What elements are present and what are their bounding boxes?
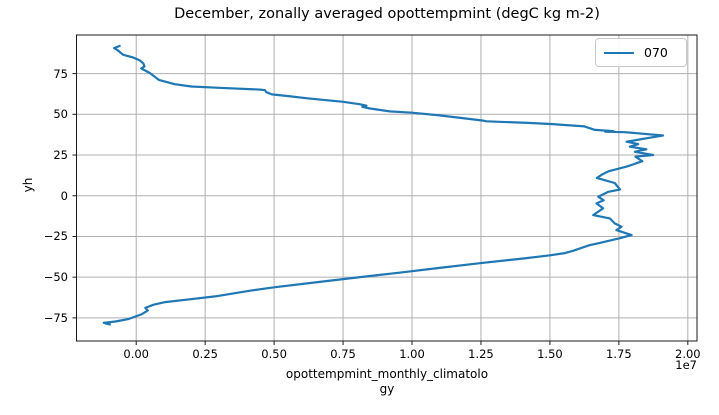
legend-line-sample-icon [604,51,634,54]
x-tick-label: 1.75 [606,347,632,361]
x-tick-label: 1.25 [468,347,494,361]
y-tick-label: 0 [60,188,68,203]
x-axis-label-line2: gy [379,382,395,396]
x-tick-label: 1.00 [399,347,425,361]
chart-title: December, zonally averaged opottempmint … [174,6,600,22]
data-line-070 [102,44,665,326]
y-tick-label: −75 [43,310,68,325]
x-axis-label: opottempmint_monthly_climatolo gy [77,367,697,397]
y-tick-label: 25 [53,148,68,163]
y-tick-label: 75 [53,66,68,81]
y-tick-label: −50 [43,270,68,285]
legend: 070 [595,38,687,67]
axes-spines [76,34,698,342]
x-tick-label: 2.00 [675,347,701,361]
y-tick-label: 50 [53,107,68,122]
legend-item-label: 070 [644,45,668,60]
x-tick-label: 0.75 [330,347,356,361]
x-tick-label: 1.50 [537,347,563,361]
y-tick-label: −25 [43,229,68,244]
x-tick-label: 0.50 [261,347,287,361]
x-axis-offset-text: 1e7 [675,358,697,372]
x-tick-label: 0.00 [123,347,149,361]
x-axis-label-line1: opottempmint_monthly_climatolo [285,367,489,381]
x-tick-label: 0.25 [192,347,218,361]
